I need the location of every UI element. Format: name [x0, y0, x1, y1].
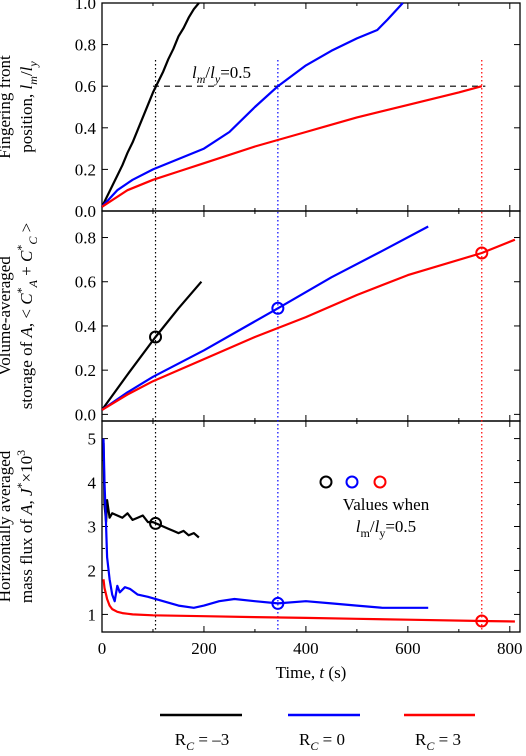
- panel-top-frame: [101, 2, 521, 212]
- panel-middle-ytick-label: 0.8: [75, 229, 96, 248]
- panel-bottom-ytick-label: 2: [88, 561, 97, 580]
- panel-middle-ytick-label: 0.6: [75, 273, 96, 292]
- x-axis-title: Time, t (s): [276, 663, 347, 682]
- legend-label-1: RC = 0: [299, 730, 345, 753]
- panel-middle-marker-0: [149, 330, 163, 344]
- marker-legend-1: [345, 475, 359, 489]
- panel-middle-ytick-label: 0.4: [75, 317, 97, 336]
- panel-bottom-marker-1: [271, 596, 285, 610]
- panel-top-ytick-label: 0.2: [75, 160, 96, 179]
- svg-text:Fingering front: Fingering front: [0, 55, 14, 159]
- marker-legend-0: [319, 475, 333, 489]
- legend-label-2: RC = 3: [415, 730, 461, 753]
- annotation-lm-ly: lm/ly=0.5: [192, 63, 251, 86]
- chart-axes: [101, 2, 520, 632]
- panel-top-ytick-label: 1.0: [75, 0, 96, 13]
- panel-middle-ytick-label: 0.0: [75, 405, 96, 424]
- x-tick-label: 400: [293, 639, 319, 658]
- panel-bottom-series-1: [102, 438, 429, 609]
- svg-text:storage of A, < C*A + C*C >: storage of A, < C*A + C*C >: [14, 223, 40, 409]
- panel-bottom-marker-2: [475, 614, 489, 628]
- panel-middle-series-0: [101, 280, 203, 411]
- x-tick-label: 600: [395, 639, 421, 658]
- x-tick-label: 0: [98, 639, 107, 658]
- svg-text:Volume-averaged: Volume-averaged: [0, 256, 14, 376]
- panel-bottom-ytick-label: 1: [88, 605, 97, 624]
- marker-legend-text-1: Values when: [343, 495, 430, 514]
- svg-text:position, lm/ly: position, lm/ly: [17, 61, 40, 153]
- panel-middle-marker-2: [475, 246, 489, 260]
- panel-bottom-series-2: [102, 579, 515, 623]
- panel-bottom-ytick-label: 3: [88, 518, 97, 537]
- chart-text: 0.0 0.2 0.4 0.6 0.8 1.0 0.0 0.2 0.4 0.6 0.8 1 2 3 4 5 0 2…: [0, 0, 523, 682]
- panel-top-series-0: [101, 2, 200, 208]
- legend-label-0: RC = –3: [175, 730, 229, 753]
- panel-middle-ytick-label: 0.2: [75, 361, 96, 380]
- panel-middle-series-1: [101, 225, 429, 411]
- panel-top-ytick-label: 0.4: [75, 119, 97, 138]
- chart-markers: [149, 246, 489, 628]
- panel-bottom-ytick-label: 5: [88, 430, 97, 449]
- panel-middle-marker-1: [271, 301, 285, 315]
- panel-bottom-ytick-label: 4: [88, 474, 97, 493]
- svg-text:mass flux of A, J*×103: mass flux of A, J*×103: [14, 450, 36, 603]
- vertical-guide-lines: [152, 60, 486, 632]
- x-tick-label: 200: [191, 639, 217, 658]
- chart-legend: Values when lm/ly=0.5 RC = –3 RC = 0 RC = 3: [160, 475, 475, 753]
- svg-text:Horizontally averaged: Horizontally averaged: [0, 450, 14, 602]
- x-tick-label: 800: [497, 639, 523, 658]
- chart-panels: [101, 2, 521, 633]
- panel-middle-ylabel: Volume-averaged storage of A, < C*A + C*C…: [0, 223, 40, 409]
- panel-top-series-2: [101, 85, 483, 208]
- panel-bottom-series-0: [102, 442, 200, 539]
- panel-middle-series-2: [101, 238, 516, 411]
- chart-series: [101, 2, 516, 623]
- marker-legend-text-2: lm/ly=0.5: [356, 517, 416, 540]
- panel-top-series-1: [101, 2, 404, 208]
- panel-bottom-marker-0: [149, 516, 163, 530]
- marker-legend-2: [373, 475, 387, 489]
- panel-top-ytick-label: 0.8: [75, 36, 96, 55]
- panel-top-ytick-label: 0.0: [75, 202, 96, 221]
- panel-top-ytick-label: 0.6: [75, 77, 96, 96]
